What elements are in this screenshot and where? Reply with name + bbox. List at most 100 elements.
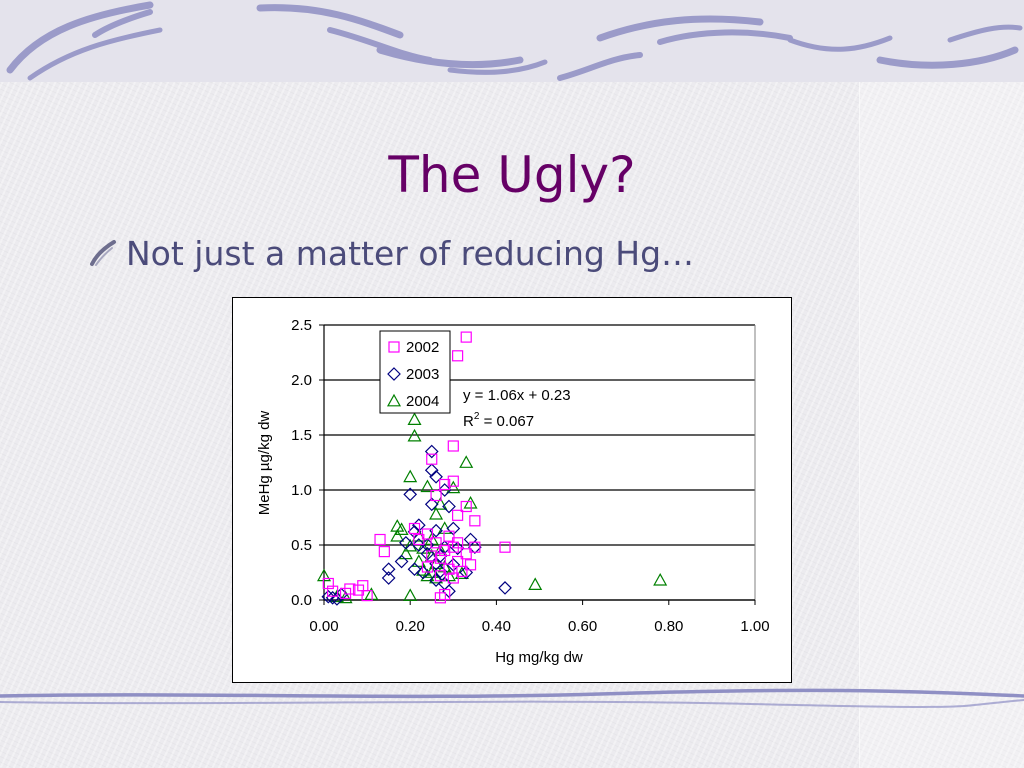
data-point-2002 <box>447 572 459 584</box>
data-point-2004 <box>463 495 478 509</box>
y-axis-label: MeHg µg/kg dw <box>256 411 273 516</box>
data-point-2004 <box>364 587 379 600</box>
data-point-2003 <box>463 532 478 547</box>
data-point-2002 <box>430 489 442 502</box>
data-point-2004 <box>316 568 332 582</box>
data-point-2002 <box>439 544 451 557</box>
data-point-2004 <box>403 469 418 483</box>
x-tick-label: 0.00 <box>309 618 338 635</box>
x-tick-label: 1.00 <box>740 618 769 635</box>
data-point-2004 <box>411 554 426 567</box>
chart-canvas: 0.0 0.5 1.0 1.5 2.0 2.5 0.00 0.20 0.40 0.60 0.80 1.… <box>256 317 770 666</box>
data-point-2002 <box>443 563 455 575</box>
x-tick-label: 0.60 <box>568 618 597 635</box>
y-tick-label: 1.0 <box>291 482 312 499</box>
data-point-2002 <box>413 533 425 546</box>
axes: 0.0 0.5 1.0 1.5 2.0 2.5 0.00 0.20 0.40 0.60 0.80 1.… <box>291 317 769 635</box>
data-point-2003 <box>424 444 439 459</box>
data-point-2003 <box>498 581 512 595</box>
data-point-2003 <box>424 463 439 478</box>
data-point-2002 <box>421 561 434 573</box>
data-points <box>316 331 668 606</box>
top-decorative-band <box>0 0 1024 82</box>
data-point-2003 <box>394 554 409 569</box>
legend-marker-2002 <box>388 341 400 353</box>
data-point-2002 <box>452 537 464 549</box>
data-point-2004 <box>398 546 413 560</box>
x-tick-label: 0.40 <box>482 618 511 635</box>
data-point-2004 <box>459 455 474 468</box>
data-point-2003 <box>424 497 439 512</box>
data-point-2002 <box>430 537 442 549</box>
y-tick-label: 1.5 <box>291 427 312 444</box>
data-point-2004 <box>338 590 353 604</box>
data-point-2002 <box>378 546 390 558</box>
data-point-2004 <box>411 528 426 542</box>
data-point-2004 <box>429 506 444 520</box>
data-point-2003 <box>407 562 422 577</box>
data-point-2004 <box>420 479 435 493</box>
legend-marker-2004 <box>386 393 402 407</box>
data-point-2002 <box>434 552 446 564</box>
data-point-2002 <box>408 522 421 535</box>
data-point-2002 <box>374 533 386 546</box>
right-side-panel <box>859 82 1024 768</box>
legend-label: 2004 <box>406 393 439 410</box>
legend-marker-2003 <box>387 367 401 381</box>
data-point-2002 <box>344 583 356 595</box>
trendline-r-squared: R2 = 0.067 <box>463 411 534 430</box>
data-point-2002 <box>469 541 481 553</box>
data-point-2004 <box>390 528 405 542</box>
x-tick-label: 0.20 <box>396 618 425 635</box>
slide-title: The Ugly? <box>388 146 636 204</box>
data-point-2002 <box>447 440 459 452</box>
legend-label: 2002 <box>406 339 439 356</box>
data-point-2002 <box>460 331 472 343</box>
y-tick-label: 0.5 <box>291 537 312 554</box>
data-point-2002 <box>460 548 472 560</box>
data-point-2002 <box>499 541 511 553</box>
data-point-2003 <box>450 541 465 556</box>
bottom-decorative-band <box>0 684 1024 714</box>
data-point-2003 <box>429 573 443 588</box>
x-tick-label: 0.80 <box>654 618 683 635</box>
data-point-2002 <box>439 478 451 491</box>
data-point-2004 <box>446 480 461 494</box>
data-point-2004 <box>407 428 422 442</box>
bullet-item: Not just a matter of reducing Hg… <box>88 230 694 276</box>
data-point-2002 <box>426 453 438 465</box>
data-point-2002 <box>339 587 352 599</box>
data-point-2003 <box>403 487 418 502</box>
data-point-2002 <box>460 500 472 513</box>
data-point-2003 <box>381 562 396 577</box>
data-point-2002 <box>426 550 438 562</box>
trendline-equation: y = 1.06x + 0.23 <box>463 387 571 404</box>
wave-line-decoration-icon <box>0 688 1024 708</box>
data-point-2003 <box>416 565 430 580</box>
bullet-text: Not just a matter of reducing Hg… <box>126 233 695 273</box>
data-point-2004 <box>441 568 457 582</box>
data-point-2004 <box>403 588 418 601</box>
brushstroke-bullet-icon <box>90 240 116 266</box>
data-point-2002 <box>456 565 468 577</box>
data-point-2004 <box>653 572 668 586</box>
data-point-2002 <box>452 350 464 362</box>
data-point-2003 <box>459 565 474 580</box>
data-point-2002 <box>447 475 459 487</box>
data-point-2004 <box>407 412 422 426</box>
data-point-2004 <box>420 568 435 582</box>
data-point-2003 <box>407 524 422 539</box>
data-point-2002 <box>469 515 481 527</box>
chart-legend: 2002 2003 2004 <box>379 330 451 414</box>
data-point-2003 <box>468 540 482 555</box>
data-point-2002 <box>327 585 339 597</box>
y-tick-label: 2.5 <box>291 317 312 334</box>
swirl-decoration-icon <box>6 1 1023 81</box>
data-point-2003 <box>429 469 443 484</box>
x-axis-label: Hg mg/kg dw <box>495 649 583 666</box>
data-point-2003 <box>399 535 413 550</box>
data-point-2004 <box>528 577 543 590</box>
data-point-2002 <box>434 592 446 604</box>
data-point-2003 <box>446 557 461 572</box>
data-point-2004 <box>394 522 409 535</box>
